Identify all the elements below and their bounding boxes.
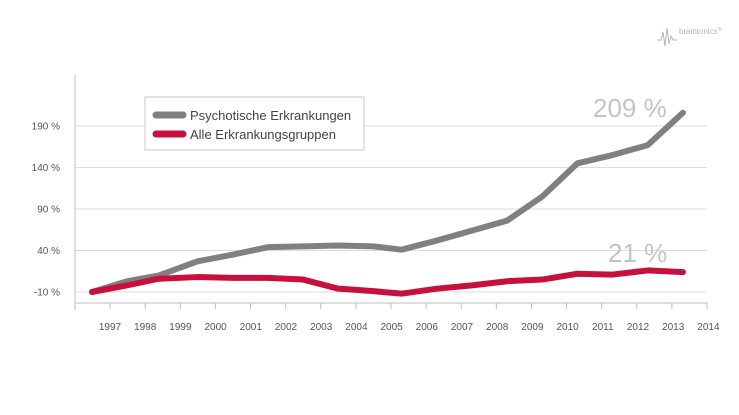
x-tick-label: 2004: [345, 322, 368, 333]
x-tick-label: 2002: [275, 322, 298, 333]
y-tick-labels: -10 % 40 % 90 % 140 % 190 %: [32, 122, 60, 299]
x-tick-label: 2010: [556, 322, 579, 333]
y-tick-label: 140 %: [32, 163, 60, 174]
x-tick-label: 2012: [627, 322, 650, 333]
x-tick-label: 2011: [592, 322, 614, 333]
series-line-0: [89, 109, 686, 295]
x-tick-labels: 1997 1998 1999 2000 2001 2002 2003 2004 2005 2006…: [99, 322, 720, 333]
axes: [74, 75, 708, 310]
annotations: 209 % 21 %: [593, 93, 667, 268]
end-value-annotation: 209 %: [593, 93, 667, 123]
x-tick-label: 2006: [416, 322, 439, 333]
y-tick-label: 40 %: [37, 246, 60, 257]
x-tick-label: 2001: [240, 322, 263, 333]
legend-label-alle: Alle Erkrankungsgruppen: [190, 127, 336, 142]
legend-box: [144, 96, 365, 151]
x-tick-label: 1999: [169, 322, 192, 333]
y-tick-label: -10 %: [34, 288, 60, 299]
series-line-1: [89, 267, 686, 297]
x-tick-label: 2000: [204, 322, 227, 333]
x-tick-label: 2009: [521, 322, 544, 333]
x-tick-label: 2005: [380, 322, 403, 333]
x-tick-label: 2003: [310, 322, 333, 333]
legend: Psychotische Erkrankungen Alle Erkrankun…: [144, 96, 365, 151]
series-lines: [89, 109, 686, 297]
x-tick-label: 2014: [697, 322, 720, 333]
logo-text: braintonics®: [679, 26, 722, 36]
logo: braintonics®: [657, 26, 722, 47]
waveform-icon: [657, 27, 677, 47]
x-tick-label: 2013: [662, 322, 685, 333]
x-tick-label: 1997: [99, 322, 122, 333]
y-tick-label: 90 %: [37, 205, 60, 216]
end-value-annotation: 21 %: [608, 238, 667, 268]
x-tick-label: 1998: [134, 322, 157, 333]
x-tick-label: 2008: [486, 322, 509, 333]
x-tick-label: 2007: [451, 322, 474, 333]
legend-label-psychotische: Psychotische Erkrankungen: [190, 108, 351, 123]
y-tick-label: 190 %: [32, 122, 60, 133]
